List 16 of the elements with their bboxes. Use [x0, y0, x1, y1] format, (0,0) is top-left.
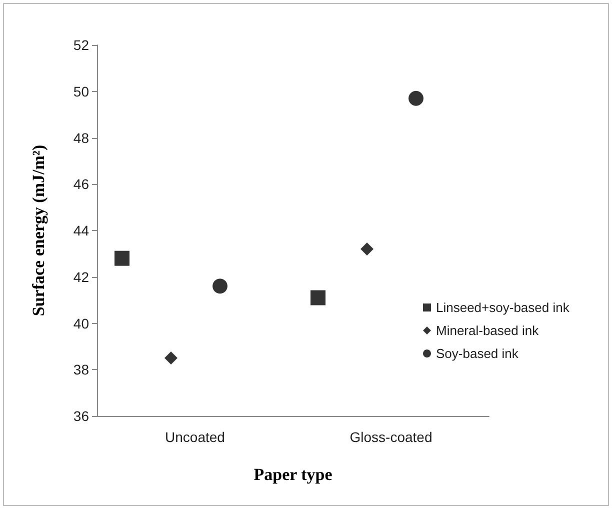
- y-tick-label: 40: [73, 315, 90, 332]
- y-tick-label: 44: [73, 222, 90, 238]
- x-tick-label: Gloss-coated: [350, 429, 432, 445]
- y-tick-label: 36: [73, 408, 90, 424]
- x-tick-label: Uncoated: [165, 429, 225, 445]
- y-tick-label: 52: [73, 37, 90, 53]
- legend-label: Soy-based ink: [436, 346, 519, 361]
- x-axis-title: Paper type: [254, 465, 333, 484]
- legend-label: Mineral-based ink: [436, 323, 540, 338]
- y-tick-label: 48: [73, 130, 90, 146]
- y-tick-label: 50: [73, 83, 90, 100]
- legend-label: Linseed+soy-based ink: [436, 300, 570, 315]
- y-tick-label: 42: [73, 268, 90, 285]
- y-tick-label: 38: [73, 362, 90, 378]
- y-tick-label: 46: [73, 176, 90, 192]
- y-axis-title: Surface energy (mJ/m²): [29, 144, 48, 316]
